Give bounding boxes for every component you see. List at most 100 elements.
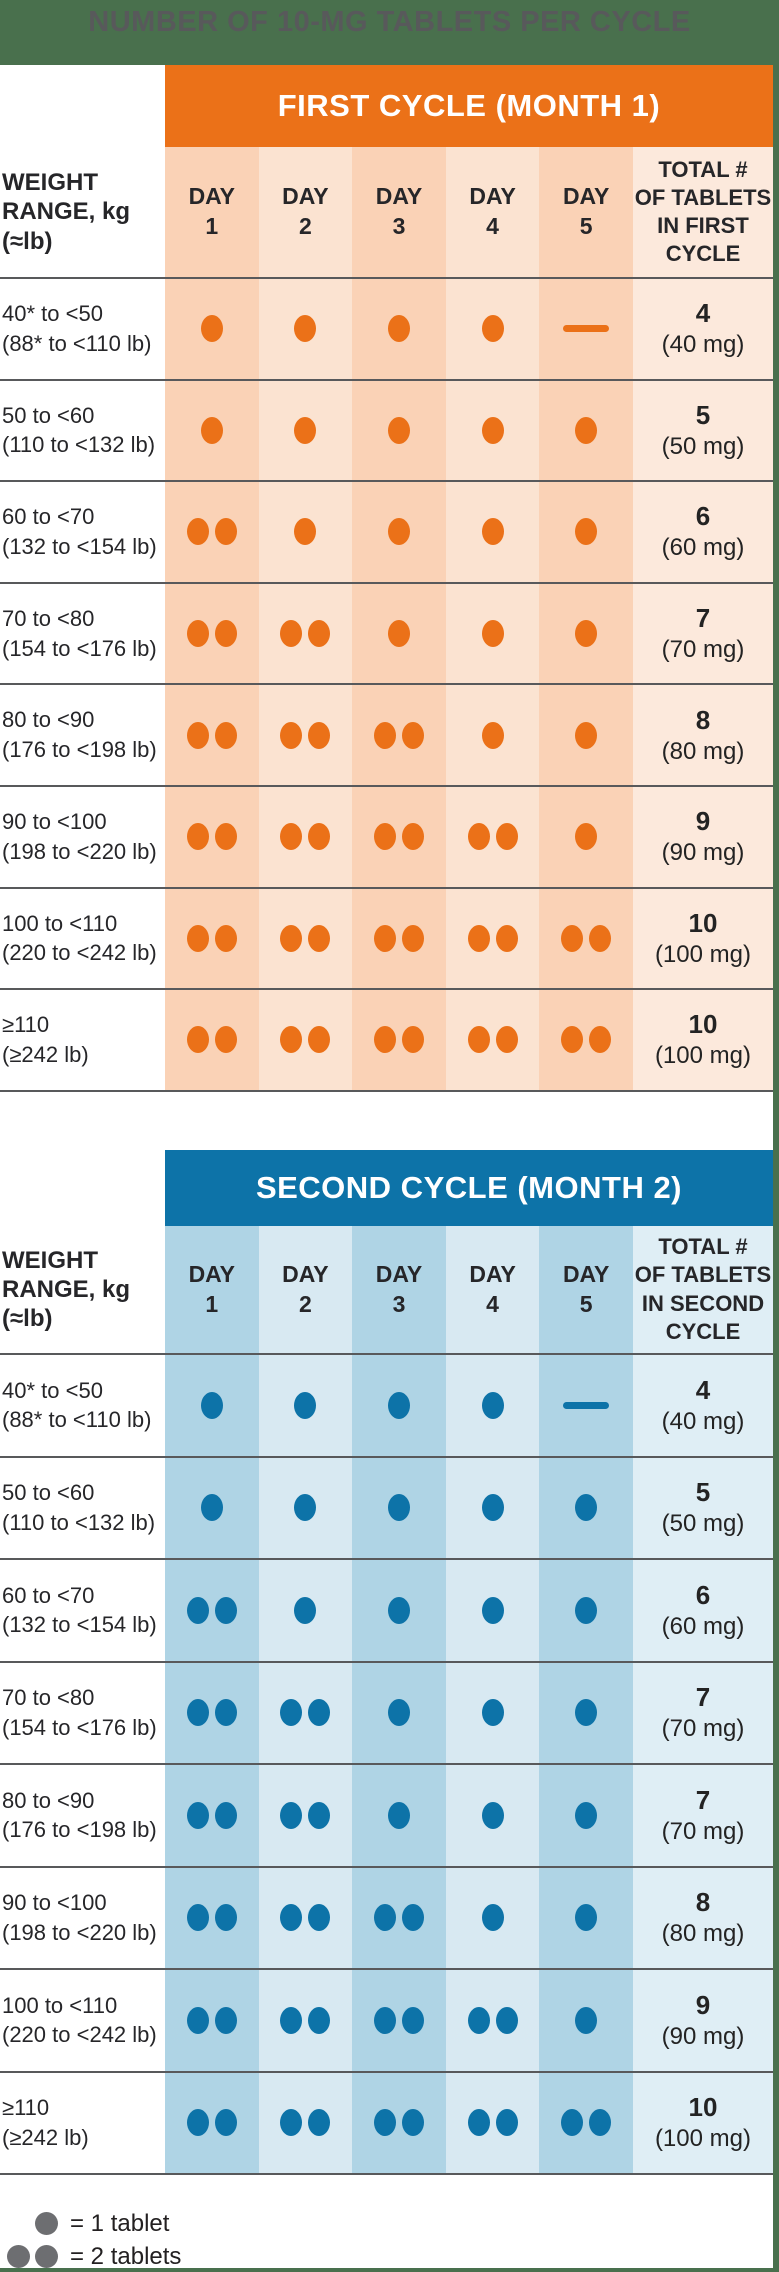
weight-range-cell: 50 to <60 (110 to <132 lb) [0,1455,165,1558]
tablet-dot [481,1699,504,1727]
tablet-dot [200,1391,223,1419]
weight-range-cell: 90 to <100 (198 to <220 lb) [0,1865,165,1968]
table-corner-spacer [0,65,165,147]
day-5-dose-cell [539,480,633,582]
total-count: 7 [695,603,711,634]
day-1-dose-cell [165,1660,259,1763]
weight-kg: 40* to <50 [2,1377,103,1403]
weight-range-cell: ≥110 (≥242 lb) [0,988,165,1090]
total-tablets-cell: 6 (60 mg) [632,1558,773,1661]
tablet-dot [280,823,303,851]
weight-range-cell: 70 to <80 (154 to <176 lb) [0,1660,165,1763]
tablet-dot [387,315,410,343]
day-3-dose-cell [352,1353,446,1456]
tablet-dot [373,2006,396,2034]
day-4-dose-cell [445,1353,540,1456]
first-cycle-header: FIRST CYCLE (MONTH 1) [165,65,773,147]
content-panel: FIRST CYCLE (MONTH 1) WEIGHT RANGE, kg (≈… [0,65,773,2270]
tablet-dot [186,1596,209,1624]
day-5-dose-cell [539,1763,633,1866]
day-1-dose-cell [165,988,259,1090]
day-5-dose-cell [539,1558,633,1661]
day-1-dose-cell [165,480,259,582]
first-cycle-table: FIRST CYCLE (MONTH 1) WEIGHT RANGE, kg (≈… [0,65,773,1092]
legend: = 1 tablet = 2 tablets [2,2210,181,2270]
tablet-dot [387,416,410,444]
tablet-dot [387,620,410,648]
weight-range-cell: ≥110 (≥242 lb) [0,2070,165,2173]
weight-lb: (88* to <110 lb) [2,330,152,356]
day-5-header: DAY 5 [539,147,633,277]
tablet-dot [214,1596,237,1624]
weight-range-cell: 60 to <70 (132 to <154 lb) [0,480,165,582]
day-4-dose-cell [445,581,540,684]
total-count: 8 [695,704,711,735]
day-3-dose-cell [352,1455,446,1558]
day-5-dose-cell [539,988,633,1090]
day-3-dose-cell [352,1558,446,1661]
tablet-dot [308,823,331,851]
tablet-dot [186,620,209,648]
total-mg: (100 mg) [654,2125,751,2153]
total-tablets-cell: 10 (100 mg) [632,2070,773,2173]
no-dose-dash [563,325,610,333]
day-4-header: DAY 4 [445,1226,540,1353]
tablet-dot [280,924,303,952]
day-5-dose-cell [539,581,633,684]
day-4-dose-cell [445,1660,540,1763]
day-2-dose-cell [258,581,353,684]
tablet-dot-icon [35,2245,58,2268]
day-5-dose-cell [539,378,633,481]
day-1-dose-cell [165,1865,259,1968]
tablet-dot [214,1026,237,1054]
weight-kg: 90 to <100 [2,1890,107,1916]
tablet-dot [481,1494,504,1522]
day-1-dose-cell [165,581,259,684]
day-3-dose-cell [352,2070,446,2173]
tablet-dot [575,721,598,749]
total-mg: (100 mg) [654,1042,751,1070]
tablet-dot [294,518,317,546]
tablet-dot [401,1904,424,1932]
tablet-dot [401,924,424,952]
tablet-dot [575,518,598,546]
tablet-dot [575,823,598,851]
day-1-dose-cell [165,2070,259,2173]
day-1-dose-cell [165,1968,259,2071]
day-1-header: DAY 1 [165,147,259,277]
legend-label: = 2 tablets [70,2242,182,2270]
weight-kg: 80 to <90 [2,707,95,733]
day-2-dose-cell [258,378,353,481]
page-title: NUMBER OF 10-MG TABLETS PER CYCLE [88,6,691,38]
tablet-dot [495,823,518,851]
day-1-dose-cell [165,683,259,785]
day-3-dose-cell [352,378,446,481]
day-2-header: DAY 2 [258,147,353,277]
day-3-dose-cell [352,581,446,684]
tablet-dot [308,1026,331,1054]
weight-lb: (≥242 lb) [2,1041,89,1067]
legend-item: = 2 tablets [2,2243,181,2270]
total-count: 4 [695,298,711,329]
total-tablets-cell: 9 (90 mg) [632,1968,773,2071]
day-4-dose-cell [445,480,540,582]
weight-kg: 80 to <90 [2,1787,95,1813]
tablet-dot [481,518,504,546]
day-4-dose-cell [445,1865,540,1968]
day-4-dose-cell [445,2070,540,2173]
second-cycle-header: SECOND CYCLE (MONTH 2) [165,1150,773,1226]
tablet-dot [280,2109,303,2137]
total-tablets-cell: 7 (70 mg) [632,581,773,684]
day-2-dose-cell [258,886,353,989]
weight-range-cell: 80 to <90 (176 to <198 lb) [0,683,165,785]
tablet-dot [575,1904,598,1932]
tablet-dot [308,2006,331,2034]
weight-kg: 50 to <60 [2,1480,95,1506]
tablet-dot [308,620,331,648]
tablet-dot [186,1699,209,1727]
tablet-dot [467,823,490,851]
total-mg: (60 mg) [661,534,745,562]
tablet-dot [214,1904,237,1932]
day-2-dose-cell [258,988,353,1090]
total-tablets-cell: 7 (70 mg) [632,1660,773,1763]
